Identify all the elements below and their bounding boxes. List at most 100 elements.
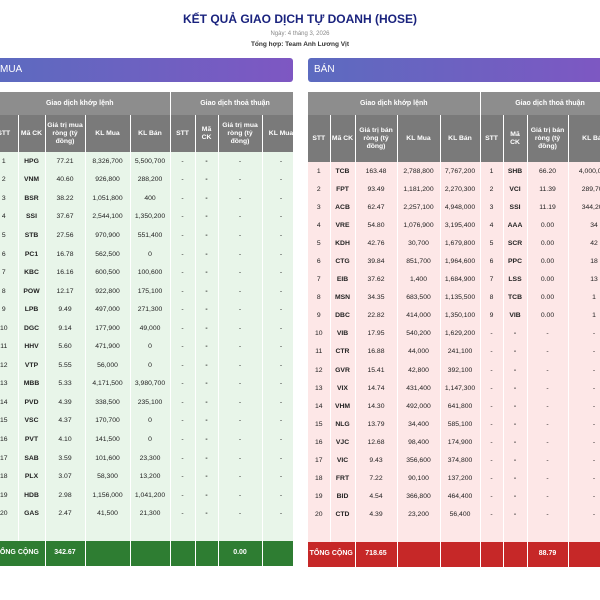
cell: 8 (480, 288, 504, 307)
stock-code: - (503, 469, 528, 488)
cell: 9.14 (45, 318, 86, 338)
cell: - (262, 430, 293, 449)
cell: 18 (308, 469, 331, 488)
column-header: Mã CK (330, 115, 356, 162)
author: Tổng hợp: Team Anh Lương Vịt (250, 41, 350, 48)
data-row: 15 VSC 4.37 170,700 0- - - - (0, 411, 293, 431)
cell: - (480, 433, 504, 452)
group-header-row: Giao dịch khớp lệnh Giao dịch thoả thuận (308, 92, 600, 115)
stock-code: - (195, 356, 219, 375)
cell: 12 (0, 356, 19, 375)
cell: - (218, 263, 263, 282)
cell: 3.59 (45, 448, 86, 468)
data-row: 11 CTR 16.88 44,000 241,100- - - - (308, 342, 600, 362)
stock-code: - (195, 430, 219, 449)
cell: 11.39 (527, 180, 569, 199)
cell: 497,000 (85, 300, 131, 319)
cell: 1,156,000 (85, 485, 131, 505)
cell: 8 (0, 281, 19, 301)
cell: 15 (308, 415, 331, 434)
cell: 19 (0, 485, 19, 505)
stock-code: PPC (503, 252, 528, 271)
data-row: 9 LPB 9.49 497,000 271,300- - - - (0, 300, 293, 319)
stock-code: SCR (503, 234, 528, 253)
data-row: 19 BID 4.54 366,800 464,400- - - - (308, 487, 600, 506)
data-row: 4 VRE 54.80 1,076,900 3,195,400 4 AAA 0.00 34 (308, 216, 600, 235)
cell: - (218, 244, 263, 264)
cell: 14.30 (355, 397, 398, 416)
cell: - (170, 374, 196, 394)
cell: 926,800 (85, 170, 131, 190)
cell: 344,200 (568, 198, 600, 217)
buy-header: MUA (0, 58, 293, 82)
stock-code: HHV (18, 337, 46, 357)
cell: - (527, 451, 569, 470)
cell: - (568, 469, 600, 488)
stock-code: PVD (18, 393, 46, 412)
stock-code: - (195, 263, 219, 282)
stock-code: STB (18, 226, 46, 245)
sell-table: Giao dịch khớp lệnh Giao dịch thoả thuận S… (308, 92, 600, 567)
data-row: 2 FPT 93.49 1,181,200 2,270,300 2 VCI 11.39 289,… (308, 180, 600, 199)
cell: 1,964,600 (440, 252, 481, 271)
cell: 16 (308, 433, 331, 452)
cell: - (262, 374, 293, 394)
cell: 4.54 (355, 487, 398, 506)
group-header: Giao dịch thoả thuận (170, 92, 293, 115)
cell: 30,700 (397, 234, 441, 253)
total-value: 718.65 (355, 541, 398, 567)
stock-code: VIX (330, 379, 356, 398)
total-cell (397, 541, 441, 567)
cell: 101,600 (85, 448, 131, 468)
cell: 7 (0, 263, 19, 282)
stock-code: - (503, 342, 528, 362)
data-row: 16 PVT 4.10 141,500 0- - - - (0, 430, 293, 449)
cell: - (262, 226, 293, 245)
cell: 0.00 (527, 234, 569, 253)
cell: 13.79 (355, 415, 398, 434)
cell: - (218, 374, 263, 394)
cell: 9 (480, 306, 504, 325)
cell: 13 (0, 374, 19, 394)
cell: - (568, 415, 600, 434)
cell: - (568, 451, 600, 470)
cell: 56,000 (85, 356, 131, 375)
stock-code: - (195, 300, 219, 319)
stock-code: TCB (330, 162, 356, 181)
cell: - (262, 337, 293, 357)
filler-cell (0, 522, 19, 541)
stock-code: VRE (330, 216, 356, 235)
stock-code: - (503, 433, 528, 452)
cell: - (480, 342, 504, 362)
cell: 471,900 (85, 337, 131, 357)
stock-code: PC1 (18, 244, 46, 264)
cell: 1,350,200 (130, 207, 171, 227)
data-row: 13 VIX 14.74 431,400 1,147,300- - - - (308, 379, 600, 398)
cell: - (480, 361, 504, 380)
column-header: KL Mua (85, 115, 131, 152)
filler-cell (218, 522, 263, 541)
cell: 4.37 (45, 411, 86, 431)
cell: 4 (308, 216, 331, 235)
cell: 0.00 (527, 306, 569, 325)
filler-cell (85, 522, 131, 541)
cell: - (527, 342, 569, 362)
cell: 1,041,200 (130, 485, 171, 505)
cell: 174,900 (440, 433, 481, 452)
cell: 562,500 (85, 244, 131, 264)
cell: - (568, 505, 600, 524)
buy-panel: MUA Giao dịch khớp lệnh Giao dịch thoả th… (0, 58, 293, 568)
filler-cell (45, 522, 86, 541)
cell: 1,400 (397, 270, 441, 289)
cell: 11 (308, 342, 331, 362)
stock-code: SSI (503, 198, 528, 217)
stock-code: CTD (330, 505, 356, 524)
total-cell (480, 541, 504, 567)
cell: 39.84 (355, 252, 398, 271)
cell: 0 (130, 337, 171, 357)
data-row: 5 KDH 42.76 30,700 1,679,800 5 SCR 0.00 42 (308, 234, 600, 253)
cell: - (170, 318, 196, 338)
cell: 3,980,700 (130, 374, 171, 394)
stock-code: - (503, 324, 528, 343)
cell: - (480, 415, 504, 434)
